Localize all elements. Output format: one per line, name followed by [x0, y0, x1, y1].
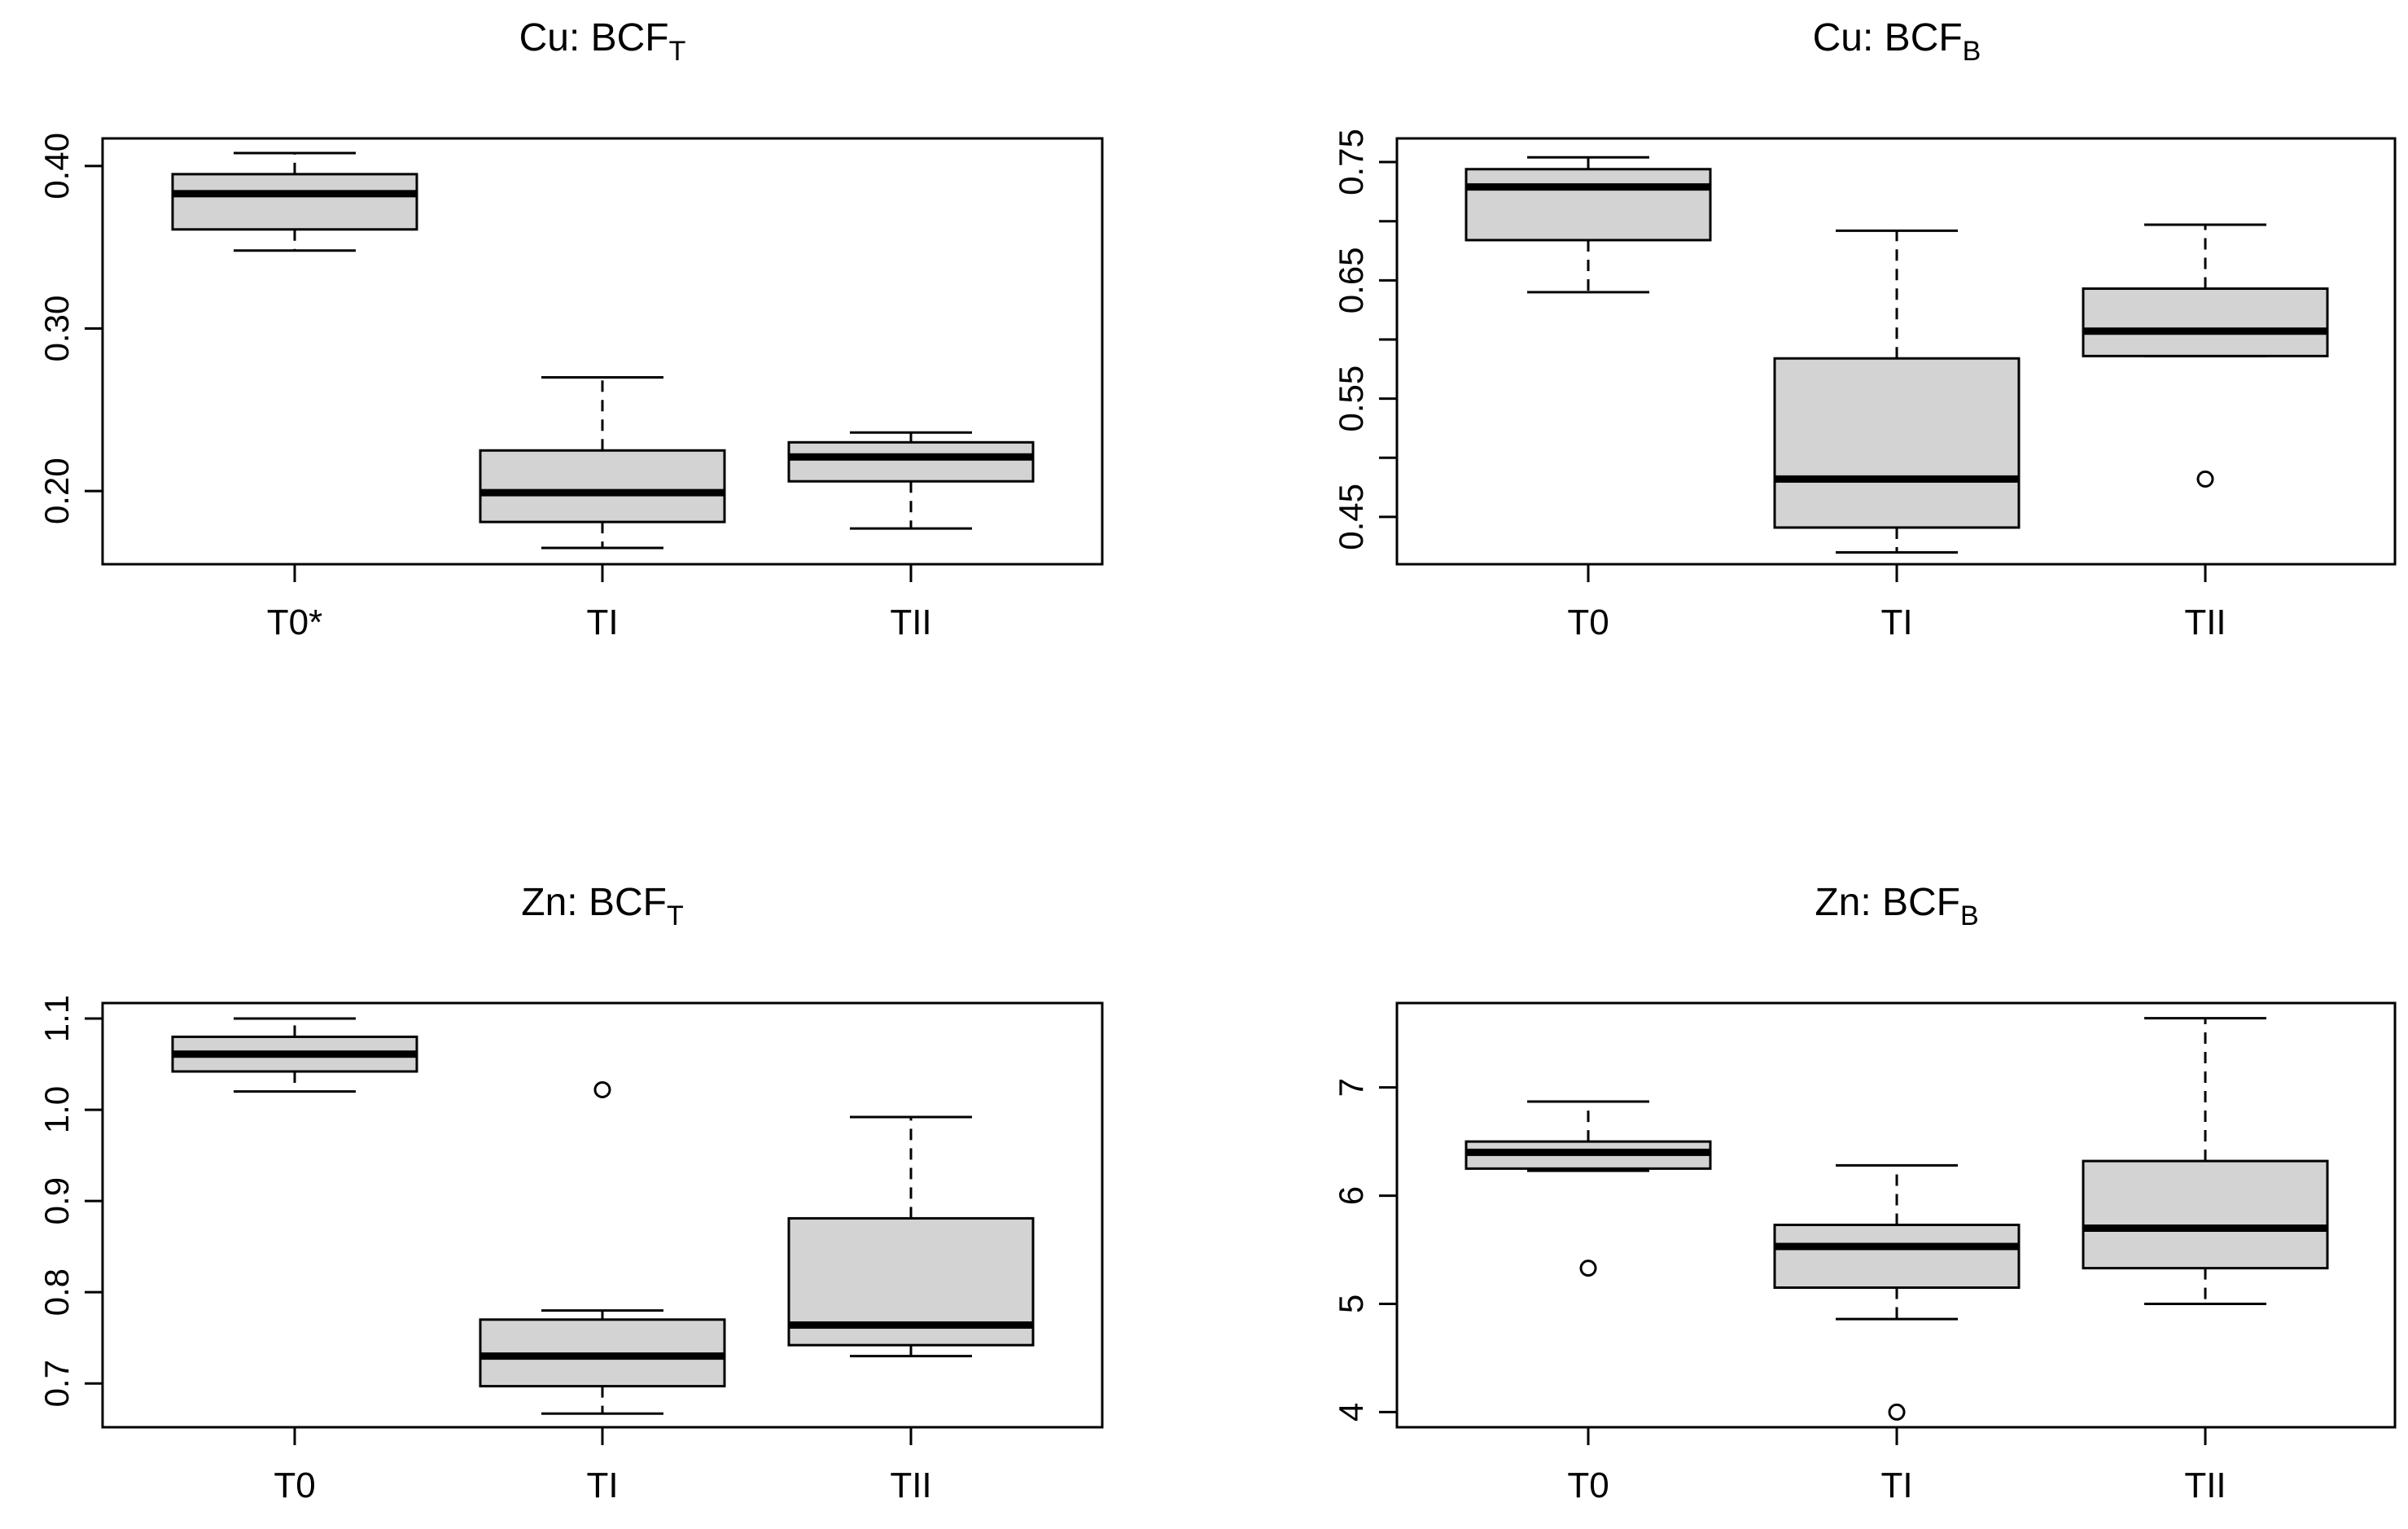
x-tick-label: TII: [2184, 1465, 2226, 1505]
boxplot-ti: [1773, 229, 2021, 554]
y-tick-label: 0.30: [37, 296, 76, 362]
y-tick-label: 0.65: [1332, 247, 1370, 313]
boxplot-ti: [1773, 1163, 2021, 1421]
y-tick-label: 4: [1332, 1403, 1370, 1422]
iqr-box: [171, 173, 418, 231]
y-tick-label: 0.20: [37, 458, 76, 524]
panel-title: Cu: BCFT: [519, 16, 686, 67]
panel-cu-bcf-b: Cu: BCFB 0.45 0.55 0.65 0.75 T0 TI TII: [1332, 16, 2397, 642]
outlier-point: [2196, 470, 2214, 488]
outlier-point: [593, 1080, 611, 1098]
panel-title: Zn: BCFB: [1815, 881, 1978, 931]
x-tick-label: TII: [890, 602, 931, 642]
iqr-box: [787, 440, 1035, 483]
boxplot-t0: [1465, 1100, 1712, 1277]
boxplot-t0: [171, 1017, 418, 1093]
iqr-box: [2082, 287, 2329, 357]
iqr-box: [479, 449, 726, 524]
x-tick-label: T0: [1567, 1465, 1609, 1505]
title-subscript: B: [1960, 900, 1979, 931]
panel-title: Cu: BCFB: [1813, 16, 1981, 67]
x-tick-label: T0*: [267, 602, 322, 642]
panel-title: Zn: BCFT: [521, 881, 683, 931]
y-tick-label: 1.1: [37, 995, 76, 1042]
boxplot-t0-star: [171, 151, 418, 252]
x-tick-label: T0: [274, 1465, 315, 1505]
iqr-box: [1773, 1223, 2021, 1290]
x-tick-label: TI: [586, 1465, 618, 1505]
y-tick-label: 0.8: [37, 1268, 76, 1316]
y-tick-label: 1.0: [37, 1086, 76, 1133]
y-tick-label: 7: [1332, 1078, 1370, 1097]
x-tick-label: TII: [2184, 602, 2226, 642]
y-tick-label: 6: [1332, 1186, 1370, 1205]
iqr-box: [1465, 168, 1712, 242]
iqr-box: [1773, 357, 2021, 529]
y-tick-label: 5: [1332, 1295, 1370, 1313]
boxplot-tii: [2082, 223, 2329, 488]
y-tick-label: 0.45: [1332, 484, 1370, 550]
boxplot-ti: [479, 375, 726, 550]
title-subscript: B: [1963, 36, 1981, 67]
x-tick-label: TI: [1880, 602, 1912, 642]
iqr-box: [2082, 1159, 2329, 1270]
boxplot-tii: [2082, 1017, 2329, 1305]
x-tick-label: TII: [890, 1465, 931, 1505]
outlier-point: [1579, 1260, 1597, 1277]
y-tick-label: 0.75: [1332, 129, 1370, 195]
panel-cu-bcf-t: Cu: BCFT 0.20 0.30 0.40 T0* TI TII: [37, 16, 1104, 642]
y-tick-label: 0.7: [37, 1360, 76, 1407]
title-subscript: T: [669, 36, 686, 67]
boxplot-ti: [479, 1080, 726, 1415]
panel-zn-bcf-b: Zn: BCFB 4 5 6 7 T0 TI TII: [1332, 881, 2397, 1505]
panel-zn-bcf-t: Zn: BCFT 0.7 0.8 0.9 1.0 1.1 T0 TI TII: [37, 881, 1104, 1505]
title-subscript: T: [667, 900, 684, 931]
outlier-point: [1888, 1403, 1906, 1421]
x-tick-label: T0: [1567, 602, 1609, 642]
x-tick-label: TI: [586, 602, 618, 642]
y-tick-label: 0.55: [1332, 366, 1370, 432]
boxplot-tii: [787, 431, 1035, 530]
y-tick-label: 0.40: [37, 133, 76, 199]
y-tick-label: 0.9: [37, 1177, 76, 1225]
x-tick-label: TI: [1880, 1465, 1912, 1505]
boxplot-tii: [787, 1115, 1035, 1358]
boxplot-t0: [1465, 156, 1712, 294]
